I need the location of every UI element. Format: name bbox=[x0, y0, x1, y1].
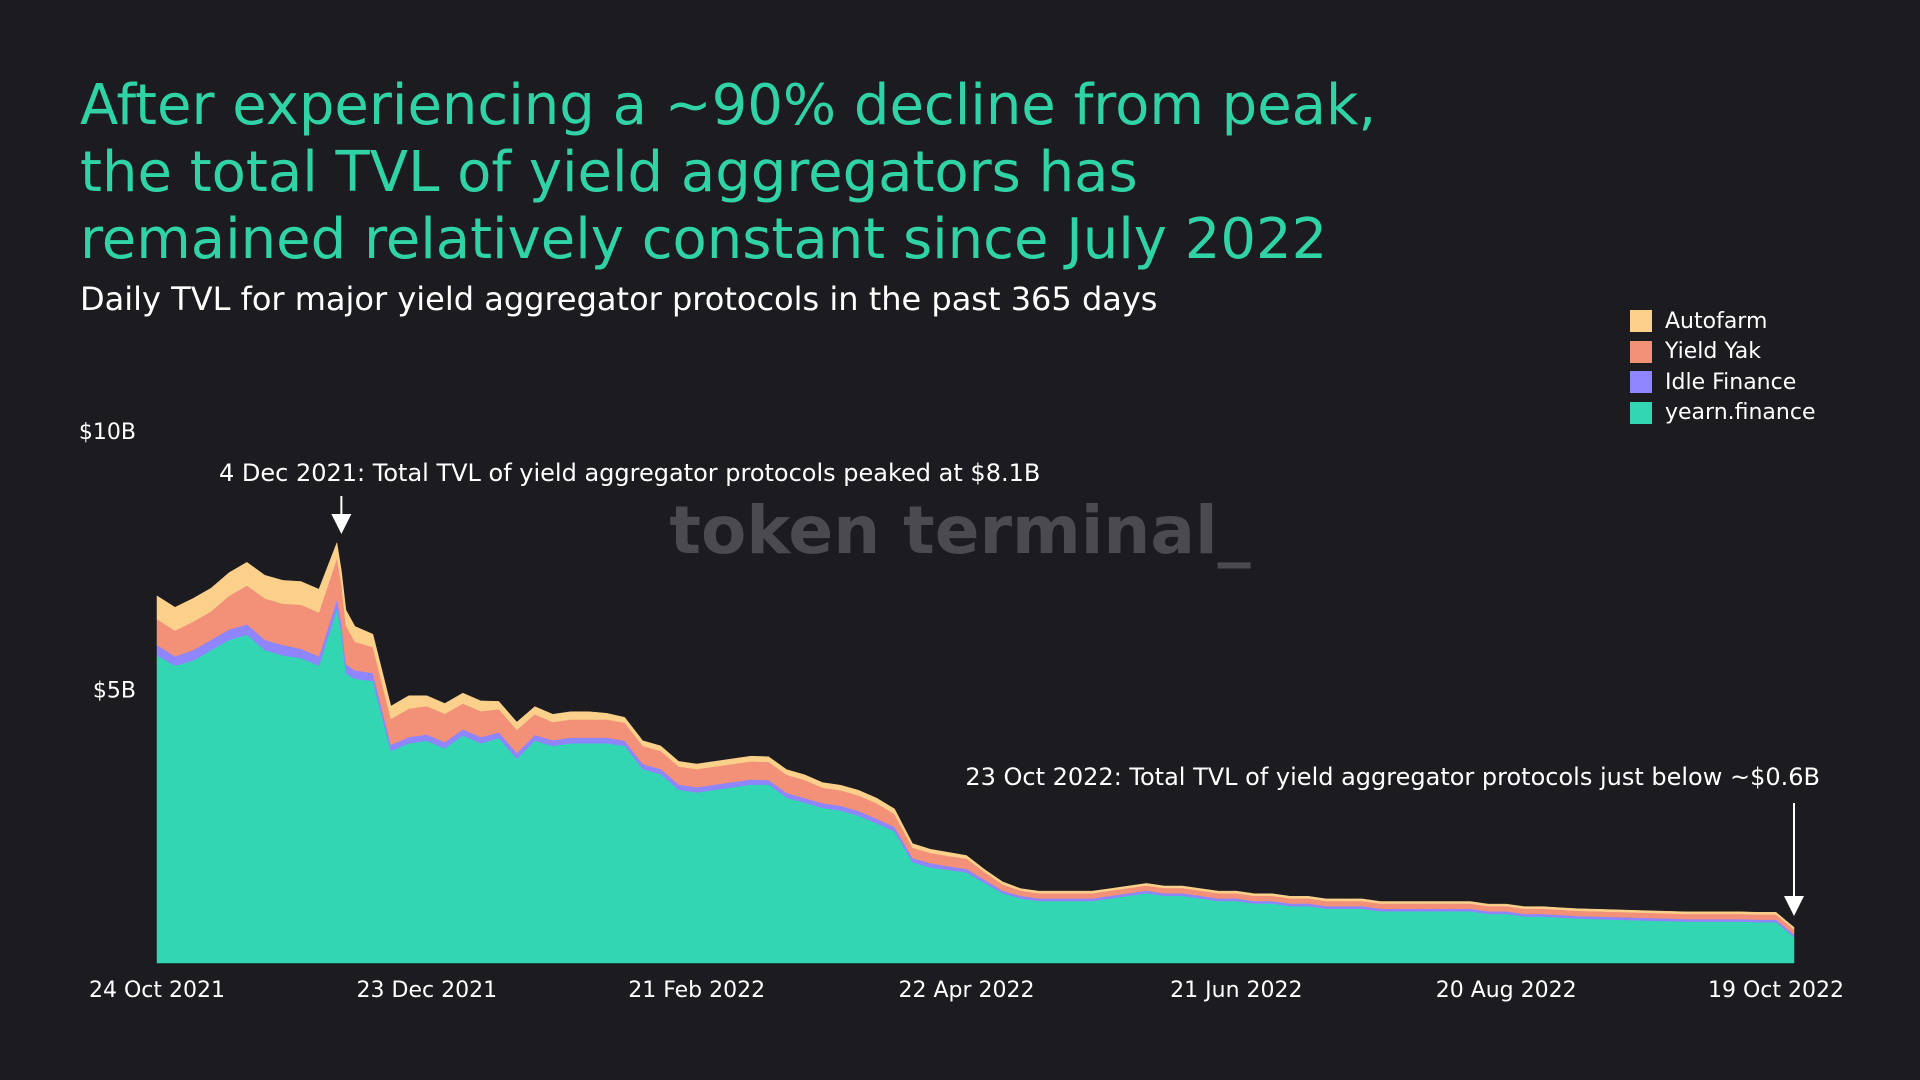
chart-title: After experiencing a ~90% decline from p… bbox=[80, 72, 1480, 273]
legend-swatch-autofarm bbox=[1630, 310, 1652, 333]
legend-item-yearn-finance: yearn.finance bbox=[1630, 398, 1816, 429]
legend-swatch-idle-finance bbox=[1630, 371, 1652, 394]
area-autofarm bbox=[156, 541, 1795, 930]
x-tick-label: 21 Jun 2022 bbox=[1170, 978, 1302, 1003]
chart-subtitle: Daily TVL for major yield aggregator pro… bbox=[80, 280, 1158, 318]
title-line-2: the total TVL of yield aggregators has bbox=[80, 140, 1138, 205]
x-tick-label: 22 Apr 2022 bbox=[898, 978, 1034, 1003]
legend-swatch-yearn-finance bbox=[1630, 401, 1652, 424]
y-tick-label: $10B bbox=[79, 420, 136, 445]
annotation-peak-text: 4 Dec 2021: Total TVL of yield aggregato… bbox=[219, 459, 1040, 487]
x-tick-label: 24 Oct 2021 bbox=[89, 978, 225, 1003]
legend-item-yield-yak: Yield Yak bbox=[1630, 337, 1816, 368]
annotation-current-text: 23 Oct 2022: Total TVL of yield aggregat… bbox=[965, 763, 1820, 791]
legend-item-idle-finance: Idle Finance bbox=[1630, 367, 1816, 398]
legend-item-autofarm: Autofarm bbox=[1630, 306, 1816, 337]
x-tick-label: 20 Aug 2022 bbox=[1436, 978, 1577, 1003]
x-tick-label: 19 Oct 2022 bbox=[1708, 978, 1844, 1003]
legend-swatch-yield-yak bbox=[1630, 340, 1652, 363]
legend: Autofarm Yield Yak Idle Finance yearn.fi… bbox=[1630, 306, 1816, 428]
legend-label-yield-yak: Yield Yak bbox=[1665, 339, 1762, 365]
legend-label-idle-finance: Idle Finance bbox=[1665, 369, 1797, 395]
legend-label-yearn-finance: yearn.finance bbox=[1665, 400, 1816, 426]
title-line-1: After experiencing a ~90% decline from p… bbox=[80, 73, 1377, 138]
title-line-3: remained relatively constant since July … bbox=[80, 207, 1328, 272]
x-tick-label: 23 Dec 2021 bbox=[357, 978, 498, 1003]
y-tick-label: $5B bbox=[93, 679, 136, 704]
legend-label-autofarm: Autofarm bbox=[1665, 308, 1768, 334]
watermark: token terminal_ bbox=[669, 492, 1250, 569]
x-tick-label: 21 Feb 2022 bbox=[628, 978, 765, 1003]
